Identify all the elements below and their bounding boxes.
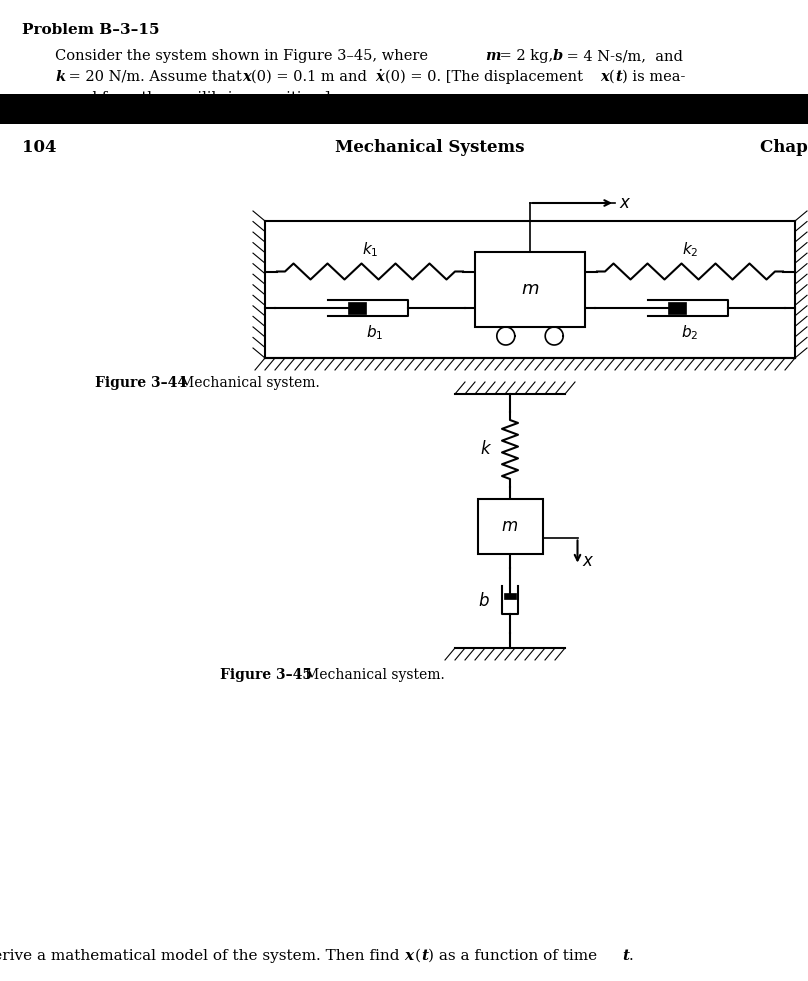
Bar: [668, 301, 686, 314]
Text: = 2 kg,: = 2 kg,: [495, 49, 562, 63]
Text: (: (: [415, 949, 421, 963]
Text: t: t: [622, 949, 629, 963]
Text: Mechanical system.: Mechanical system.: [292, 668, 444, 682]
Bar: [348, 301, 366, 314]
Text: $x$: $x$: [582, 553, 594, 570]
Text: t: t: [615, 70, 621, 84]
Text: $b$: $b$: [478, 592, 490, 609]
Text: (0) = 0. [The displacement: (0) = 0. [The displacement: [385, 70, 587, 84]
Text: Mechanical system.: Mechanical system.: [167, 376, 320, 390]
Text: ẋ: ẋ: [375, 70, 384, 84]
Text: ) as a function of time: ) as a function of time: [428, 949, 602, 963]
Text: = 20 N/m. Assume that: = 20 N/m. Assume that: [64, 70, 246, 84]
Text: $k$: $k$: [480, 440, 492, 458]
Text: sured from the equilibrium position.]: sured from the equilibrium position.]: [55, 91, 330, 105]
Bar: [478, 499, 542, 554]
Text: x: x: [600, 70, 608, 84]
Text: k: k: [55, 70, 65, 84]
Text: Mechanical Systems: Mechanical Systems: [335, 139, 524, 156]
Text: $x$: $x$: [619, 194, 631, 212]
Text: 104: 104: [22, 139, 57, 156]
Text: x: x: [242, 70, 250, 84]
Text: (: (: [609, 70, 615, 84]
Text: m: m: [485, 49, 500, 63]
Text: $b_1$: $b_1$: [366, 324, 384, 342]
Text: Problem B–3–15: Problem B–3–15: [22, 23, 159, 37]
Text: b: b: [553, 49, 563, 63]
Text: $m$: $m$: [502, 518, 519, 535]
Bar: [504, 594, 516, 599]
Bar: [0, 94, 808, 124]
Text: $k_2$: $k_2$: [682, 240, 698, 260]
Text: $k_1$: $k_1$: [362, 240, 378, 260]
Text: $b_2$: $b_2$: [681, 324, 699, 342]
Text: t: t: [421, 949, 428, 963]
Text: .: .: [629, 949, 633, 963]
Text: = 4 N-s/m,  and: = 4 N-s/m, and: [562, 49, 683, 63]
Text: $m$: $m$: [521, 281, 539, 298]
Text: ) is mea-: ) is mea-: [622, 70, 685, 84]
Text: Figure 3–45: Figure 3–45: [220, 668, 312, 682]
Text: Figure 3–44: Figure 3–44: [95, 376, 187, 390]
Bar: [475, 252, 585, 327]
Text: Derive a mathematical model of the system. Then find: Derive a mathematical model of the syste…: [0, 949, 404, 963]
Text: (0) = 0.1 m and: (0) = 0.1 m and: [251, 70, 372, 84]
Text: x: x: [404, 949, 413, 963]
Text: Chap. 3: Chap. 3: [760, 139, 808, 156]
Text: Consider the system shown in Figure 3–45, where: Consider the system shown in Figure 3–45…: [55, 49, 437, 63]
